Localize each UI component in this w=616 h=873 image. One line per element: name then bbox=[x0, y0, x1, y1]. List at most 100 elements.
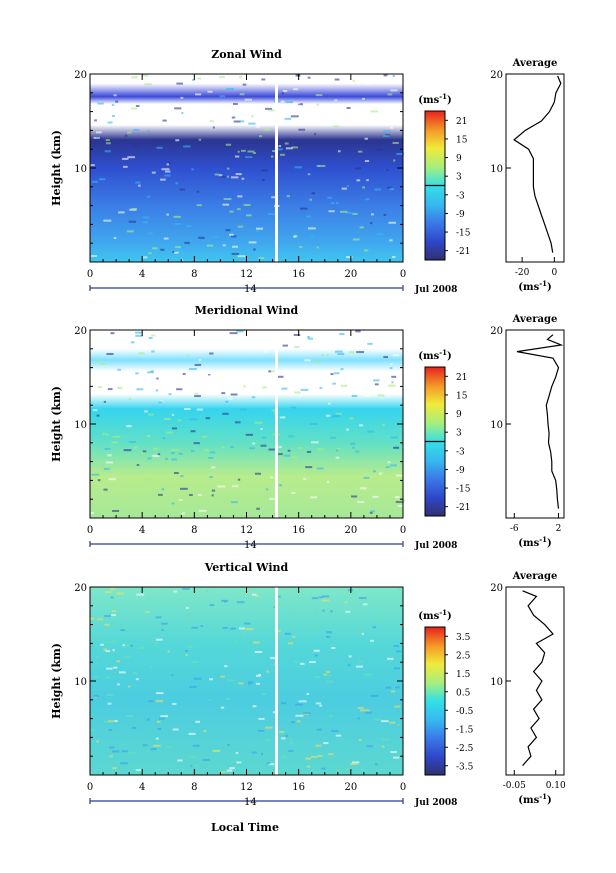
colorbar-tick-label: 3 bbox=[456, 429, 462, 439]
colorbar-tick-label: 2.5 bbox=[456, 651, 471, 661]
data-gap bbox=[274, 74, 278, 262]
colorbar-tick-label: 3.5 bbox=[456, 633, 471, 643]
colorbar-tick-label: 21 bbox=[456, 373, 467, 383]
average-y-tick-label: 20 bbox=[490, 70, 503, 81]
x-tick-label: 0 bbox=[87, 269, 93, 280]
average-x-tick-label: -20 bbox=[515, 268, 530, 278]
date-label: Jul 2008 bbox=[414, 541, 457, 551]
x-tick-label: 0 bbox=[87, 782, 93, 793]
average-profile-meridional: Average 10 20 -6 2 (ms-1) bbox=[490, 314, 565, 549]
colorbar-tick-label: 0.5 bbox=[456, 688, 471, 698]
y-axis-label: Height (km) bbox=[50, 643, 63, 719]
colorbar-tick-label: -9 bbox=[456, 466, 465, 476]
average-profile-line bbox=[522, 590, 554, 766]
average-title: Average bbox=[512, 571, 558, 582]
colorbar-tick-label: 21 bbox=[456, 117, 467, 127]
average-title: Average bbox=[512, 58, 558, 69]
average-x-tick-label: 0.10 bbox=[546, 781, 566, 791]
colorbar-tick-label: -1.5 bbox=[456, 725, 474, 735]
y-axis-label: Height (km) bbox=[50, 386, 63, 462]
y-axis-label: Height (km) bbox=[50, 130, 63, 206]
x-tick-label: 8 bbox=[191, 782, 197, 793]
colorbar-unit: (ms-1) bbox=[418, 92, 451, 106]
y-tick-label: 10 bbox=[74, 164, 87, 175]
x-tick-label: 0 bbox=[400, 782, 406, 793]
colorbar-tick-label: 1.5 bbox=[456, 670, 471, 680]
colorbar-tick-label: -21 bbox=[456, 503, 471, 513]
heatmap-field bbox=[90, 74, 403, 262]
x-tick-label: 8 bbox=[191, 269, 197, 280]
colorbar-tick-label: 15 bbox=[456, 135, 468, 145]
y-tick-label: 20 bbox=[74, 583, 87, 594]
colorbar-tick-label: -3.5 bbox=[456, 762, 474, 772]
y-tick-label: 20 bbox=[74, 70, 87, 81]
x-tick-label: 4 bbox=[139, 782, 145, 793]
x-axis-label: Local Time bbox=[211, 821, 279, 834]
average-unit: (ms-1) bbox=[518, 535, 551, 549]
colorbar-tick-label: -2.5 bbox=[456, 744, 474, 754]
average-unit: (ms-1) bbox=[518, 792, 551, 806]
panel-title: Meridional Wind bbox=[195, 304, 299, 317]
x-tick-label: 20 bbox=[344, 525, 357, 536]
panel-meridional: Meridional Wind 10 20 Height (km) 0 4 8 12 16 20 0… bbox=[50, 304, 565, 551]
heatmap-field bbox=[90, 330, 403, 518]
average-y-tick-label: 10 bbox=[490, 164, 503, 175]
x-tick-label: 16 bbox=[292, 525, 305, 536]
x-tick-label: 0 bbox=[400, 269, 406, 280]
average-y-tick-label: 10 bbox=[490, 677, 503, 688]
x-tick-label: 4 bbox=[139, 525, 145, 536]
average-y-tick-label: 10 bbox=[490, 420, 503, 431]
heatmap-field bbox=[90, 587, 403, 775]
colorbar-tick-label: 15 bbox=[456, 391, 468, 401]
x-tick-label: 4 bbox=[139, 269, 145, 280]
x-tick-label: 12 bbox=[240, 782, 253, 793]
average-frame bbox=[505, 329, 565, 519]
average-title: Average bbox=[512, 314, 558, 325]
day-label: 14 bbox=[244, 284, 257, 295]
x-tick-label: 20 bbox=[344, 269, 357, 280]
average-y-tick-label: 20 bbox=[490, 583, 503, 594]
average-frame bbox=[505, 73, 565, 263]
data-gap bbox=[274, 330, 278, 518]
x-tick-label: 12 bbox=[240, 269, 253, 280]
date-label: Jul 2008 bbox=[414, 285, 457, 295]
average-profile-line bbox=[516, 334, 564, 509]
data-gap bbox=[274, 587, 278, 775]
colorbar-tick-label: 3 bbox=[456, 173, 462, 183]
x-tick-label: 16 bbox=[292, 782, 305, 793]
average-x-tick-label: 0 bbox=[551, 268, 557, 278]
day-label: 14 bbox=[244, 797, 257, 808]
colorbar-tick-label: -9 bbox=[456, 210, 465, 220]
colorbar-tick-label: -21 bbox=[456, 247, 471, 257]
colorbar bbox=[425, 627, 445, 775]
y-tick-label: 20 bbox=[74, 326, 87, 337]
x-tick-label: 0 bbox=[87, 525, 93, 536]
panel-title: Zonal Wind bbox=[211, 48, 282, 61]
panel-zonal: Zonal Wind 10 20 Height (km) 0 4 8 12 16 20 0 14 Jul… bbox=[50, 48, 565, 295]
x-tick-label: 16 bbox=[292, 269, 305, 280]
y-tick-label: 10 bbox=[74, 420, 87, 431]
average-y-tick-label: 20 bbox=[490, 326, 503, 337]
average-unit: (ms-1) bbox=[518, 279, 551, 293]
colorbar-tick-label: 9 bbox=[456, 410, 462, 420]
colorbar-tick-label: -15 bbox=[456, 485, 471, 495]
panel-vertical: Vertical Wind 10 20 Height (km) 0 4 8 12 16 20 0 14… bbox=[50, 561, 566, 834]
average-x-tick-label: -0.05 bbox=[503, 781, 526, 791]
x-tick-label: 8 bbox=[191, 525, 197, 536]
average-x-tick-label: -6 bbox=[510, 524, 519, 534]
heatmap-speckle bbox=[90, 330, 406, 515]
colorbar-tick-label: -0.5 bbox=[456, 707, 474, 717]
average-frame bbox=[505, 586, 565, 776]
day-label: 14 bbox=[244, 540, 257, 551]
colorbar-tick-label: 9 bbox=[456, 154, 462, 164]
heatmap-speckle bbox=[90, 587, 402, 774]
x-tick-label: 12 bbox=[240, 525, 253, 536]
average-profile-zonal: Average 10 20 -20 0(ms-1) bbox=[490, 58, 565, 293]
colorbar-tick-label: -3 bbox=[456, 447, 465, 457]
colorbar-unit: (ms-1) bbox=[418, 608, 451, 622]
x-tick-label: 20 bbox=[344, 782, 357, 793]
x-tick-label: 0 bbox=[400, 525, 406, 536]
colorbar-unit: (ms-1) bbox=[418, 348, 451, 362]
average-profile-vertical: Average 10 20 -0.05 0.10(ms-1) bbox=[490, 571, 566, 806]
colorbar-frame bbox=[424, 626, 446, 776]
